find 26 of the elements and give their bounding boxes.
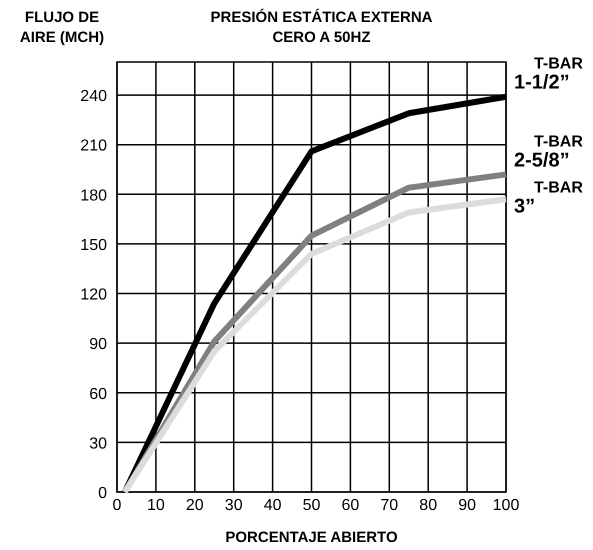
x-tick-label: 100	[492, 497, 520, 514]
x-tick-label: 40	[264, 497, 282, 514]
x-tick-label: 50	[302, 497, 320, 514]
y-tick-label: 240	[80, 88, 108, 106]
y-tick-label: 60	[89, 386, 108, 403]
x-axis-title: PORCENTAJE ABIERTO	[225, 529, 398, 546]
y-tick-label: 30	[89, 435, 108, 452]
y-tick-label: 180	[80, 187, 108, 204]
x-tick-label: 60	[342, 497, 360, 514]
series-label: T-BAR 1-1/2”	[514, 56, 584, 94]
series-label: T-BAR 3”	[514, 179, 584, 218]
y-tick-label: 90	[89, 336, 108, 354]
x-tick-label: 20	[186, 497, 204, 514]
x-tick-label: 0	[112, 497, 122, 514]
chart-title: PRESIÓN ESTÁTICA EXTERNA CERO A 50HZ	[210, 8, 433, 46]
y-tick-label: 150	[80, 236, 108, 254]
x-tick-label: 30	[224, 497, 243, 514]
x-tick-label: 70	[380, 497, 398, 514]
y-tick-label: 120	[80, 286, 108, 304]
y-tick-label: 210	[80, 138, 108, 155]
y-axis-title: FLUJO DE AIRE (MCH)	[20, 9, 104, 46]
y-tick-label: 0	[98, 485, 108, 502]
x-tick-label: 10	[147, 497, 165, 514]
series-label: T-BAR 2-5/8”	[514, 133, 584, 172]
x-tick-label: 90	[458, 497, 476, 514]
x-tick-label: 80	[419, 497, 438, 514]
